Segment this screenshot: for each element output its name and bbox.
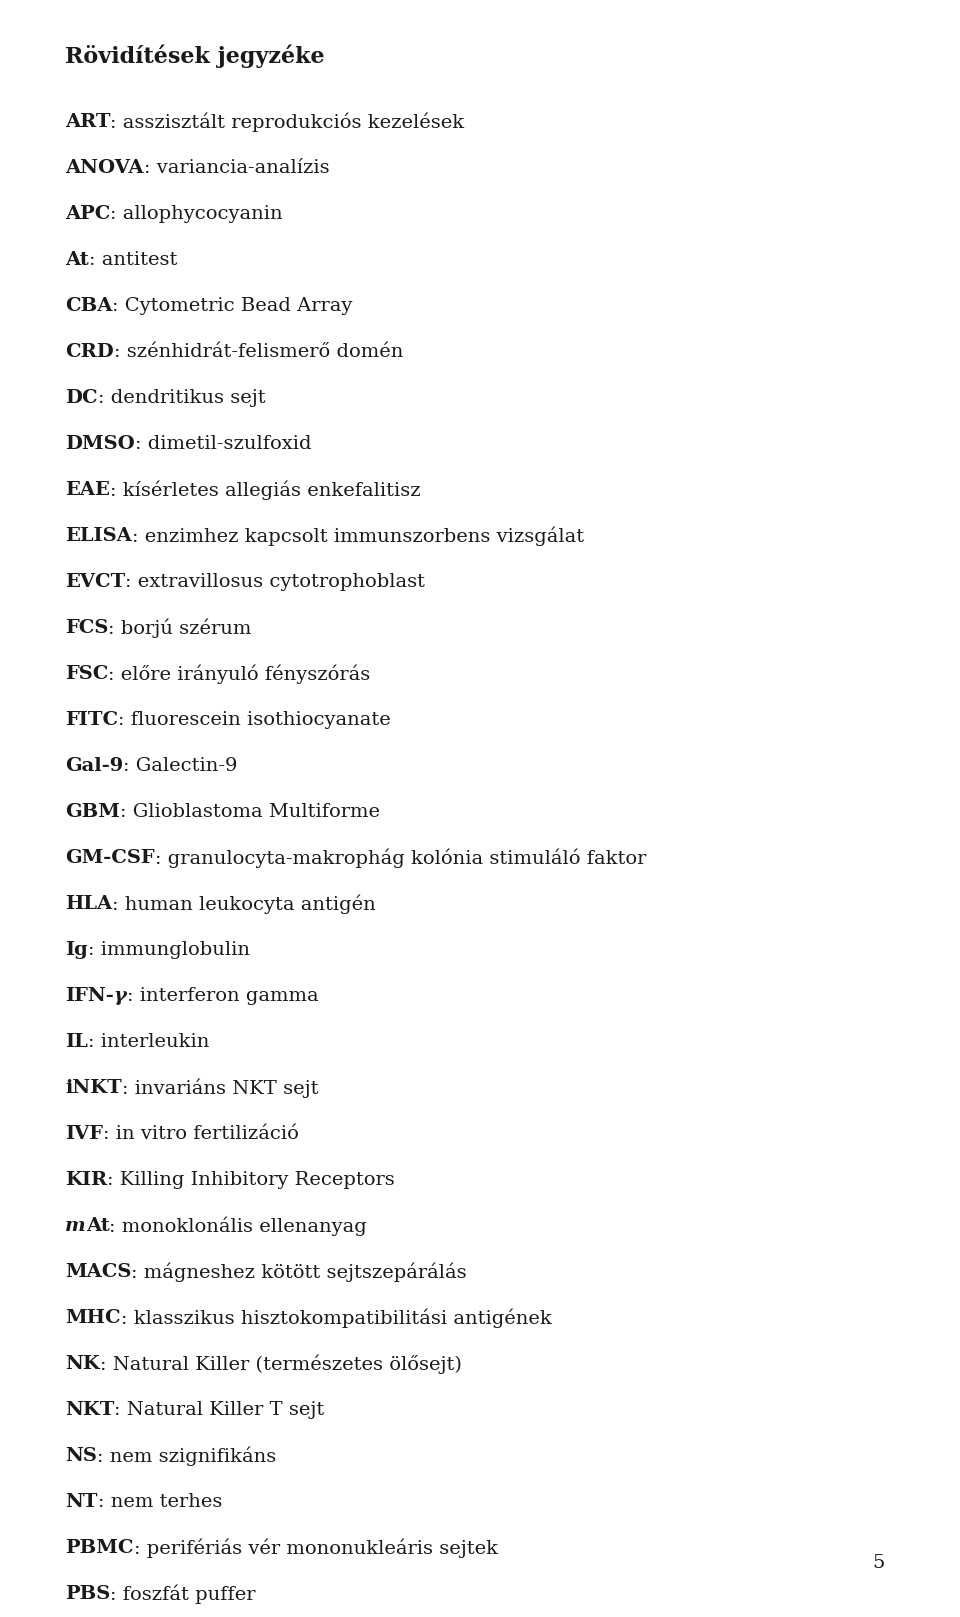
Text: : klasszikus hisztokompatibilitási antigének: : klasszikus hisztokompatibilitási antig… bbox=[121, 1310, 551, 1329]
Text: Ig: Ig bbox=[65, 941, 87, 959]
Text: 5: 5 bbox=[873, 1554, 885, 1572]
Text: FSC: FSC bbox=[65, 665, 108, 682]
Text: : dimetil-szulfoxid: : dimetil-szulfoxid bbox=[134, 435, 311, 453]
Text: : szénhidrát-felismerő domén: : szénhidrát-felismerő domén bbox=[113, 343, 403, 361]
Text: FITC: FITC bbox=[65, 711, 118, 729]
Text: : Galectin-9: : Galectin-9 bbox=[123, 757, 238, 775]
Text: γ: γ bbox=[113, 986, 127, 1006]
Text: NS: NS bbox=[65, 1447, 97, 1465]
Text: ART: ART bbox=[65, 113, 110, 131]
Text: GBM: GBM bbox=[65, 804, 120, 821]
Text: MHC: MHC bbox=[65, 1310, 121, 1328]
Text: GM-CSF: GM-CSF bbox=[65, 849, 155, 867]
Text: : antitest: : antitest bbox=[88, 251, 178, 268]
Text: FCS: FCS bbox=[65, 619, 108, 637]
Text: IL: IL bbox=[65, 1033, 87, 1051]
Text: PBMC: PBMC bbox=[65, 1539, 133, 1557]
Text: : előre irányuló fényszórás: : előre irányuló fényszórás bbox=[108, 665, 371, 684]
Text: : dendritikus sejt: : dendritikus sejt bbox=[98, 390, 265, 407]
Text: HLA: HLA bbox=[65, 894, 112, 914]
Text: : Cytometric Bead Array: : Cytometric Bead Array bbox=[112, 298, 352, 315]
Text: : borjú szérum: : borjú szérum bbox=[108, 619, 252, 639]
Text: : Natural Killer (természetes ölősejt): : Natural Killer (természetes ölősejt) bbox=[100, 1355, 462, 1374]
Text: : enzimhez kapcsolt immunszorbens vizsgálat: : enzimhez kapcsolt immunszorbens vizsgá… bbox=[132, 527, 584, 547]
Text: IFN-: IFN- bbox=[65, 986, 113, 1006]
Text: : perifériás vér mononukleáris sejtek: : perifériás vér mononukleáris sejtek bbox=[133, 1539, 497, 1559]
Text: : fluorescein isothiocyanate: : fluorescein isothiocyanate bbox=[118, 711, 391, 729]
Text: : variancia-analízis: : variancia-analízis bbox=[143, 158, 329, 176]
Text: NK: NK bbox=[65, 1355, 100, 1373]
Text: At: At bbox=[65, 251, 88, 268]
Text: iNKT: iNKT bbox=[65, 1079, 122, 1096]
Text: : kísérletes allegiás enkefalitisz: : kísérletes allegiás enkefalitisz bbox=[109, 480, 420, 501]
Text: EAE: EAE bbox=[65, 480, 109, 500]
Text: : in vitro fertilizáció: : in vitro fertilizáció bbox=[103, 1125, 299, 1143]
Text: CRD: CRD bbox=[65, 343, 113, 361]
Text: NT: NT bbox=[65, 1492, 98, 1510]
Text: ELISA: ELISA bbox=[65, 527, 132, 545]
Text: : Natural Killer T sejt: : Natural Killer T sejt bbox=[114, 1400, 324, 1420]
Text: IVF: IVF bbox=[65, 1125, 103, 1143]
Text: : immunglobulin: : immunglobulin bbox=[87, 941, 250, 959]
Text: DMSO: DMSO bbox=[65, 435, 134, 453]
Text: : invariáns NKT sejt: : invariáns NKT sejt bbox=[122, 1079, 319, 1098]
Text: : interferon gamma: : interferon gamma bbox=[127, 986, 319, 1006]
Text: MACS: MACS bbox=[65, 1263, 132, 1281]
Text: m: m bbox=[65, 1218, 85, 1235]
Text: : Killing Inhibitory Receptors: : Killing Inhibitory Receptors bbox=[108, 1171, 395, 1188]
Text: : granulocyta-makrophág kolónia stimuláló faktor: : granulocyta-makrophág kolónia stimulál… bbox=[155, 849, 646, 868]
Text: DC: DC bbox=[65, 390, 98, 407]
Text: EVCT: EVCT bbox=[65, 572, 125, 590]
Text: : foszfát puffer: : foszfát puffer bbox=[110, 1585, 255, 1604]
Text: Gal-9: Gal-9 bbox=[65, 757, 123, 775]
Text: : mágneshez kötött sejtszepárálás: : mágneshez kötött sejtszepárálás bbox=[132, 1263, 467, 1282]
Text: : Glioblastoma Multiforme: : Glioblastoma Multiforme bbox=[120, 804, 380, 821]
Text: : extravillosus cytotrophoblast: : extravillosus cytotrophoblast bbox=[125, 572, 425, 590]
Text: : asszisztált reprodukciós kezelések: : asszisztált reprodukciós kezelések bbox=[110, 113, 465, 133]
Text: APC: APC bbox=[65, 205, 110, 223]
Text: Rövidítések jegyzéke: Rövidítések jegyzéke bbox=[65, 45, 324, 68]
Text: : nem szignifikáns: : nem szignifikáns bbox=[97, 1447, 276, 1467]
Text: NKT: NKT bbox=[65, 1400, 114, 1420]
Text: : monoklonális ellenanyag: : monoklonális ellenanyag bbox=[109, 1218, 367, 1237]
Text: : nem terhes: : nem terhes bbox=[98, 1492, 222, 1510]
Text: : human leukocyta antigén: : human leukocyta antigén bbox=[112, 894, 376, 915]
Text: PBS: PBS bbox=[65, 1585, 110, 1602]
Text: : interleukin: : interleukin bbox=[87, 1033, 209, 1051]
Text: CBA: CBA bbox=[65, 298, 112, 315]
Text: ANOVA: ANOVA bbox=[65, 158, 143, 176]
Text: KIR: KIR bbox=[65, 1171, 108, 1188]
Text: At: At bbox=[85, 1218, 109, 1235]
Text: : allophycocyanin: : allophycocyanin bbox=[110, 205, 283, 223]
